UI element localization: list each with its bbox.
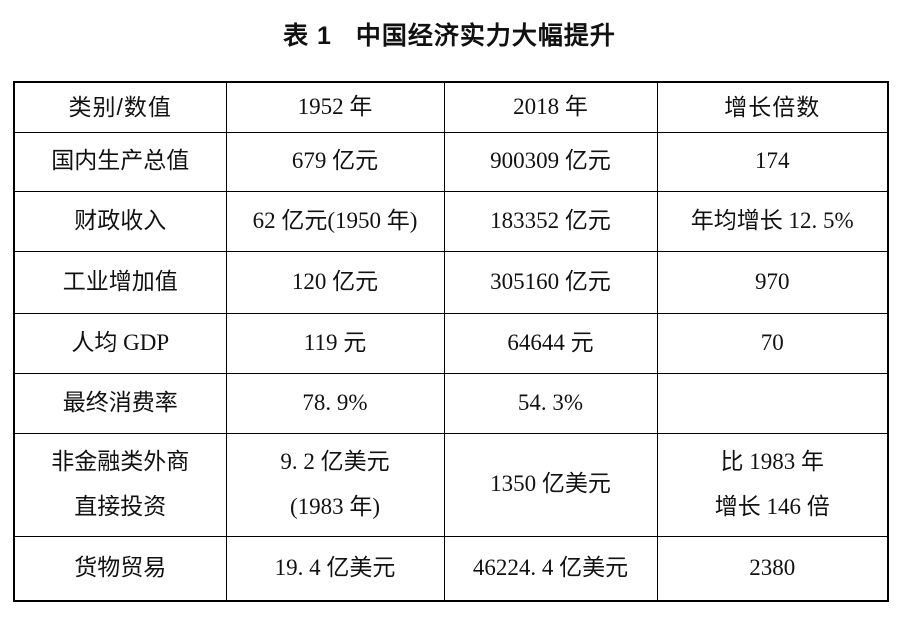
- cell-line: 19. 4 亿美元: [274, 554, 396, 580]
- cell-line: (1983 年): [289, 493, 381, 519]
- value-cell: 62 亿元(1950 年): [225, 190, 445, 252]
- table-title-text: 中国经济实力大幅提升: [355, 22, 616, 50]
- cell-line: 78. 9%: [302, 389, 368, 415]
- cell-line: 305160 亿元: [490, 268, 611, 294]
- value-cell: 比 1983 年增长 146 倍: [656, 432, 889, 537]
- cell-line: 比 1983 年: [720, 448, 825, 474]
- row-category-cell: 财政收入: [13, 190, 227, 252]
- header-year-1952: 1952 年: [225, 81, 445, 133]
- cell-line: 货物贸易: [74, 554, 167, 580]
- value-cell: 2380: [656, 535, 889, 602]
- table-row: 货物贸易 19. 4 亿美元 46224. 4 亿美元 2380: [13, 535, 889, 602]
- cell-line: 增长 146 倍: [714, 493, 830, 519]
- cell-line: 1350 亿美元: [490, 471, 611, 497]
- value-cell: 900309 亿元: [443, 131, 658, 192]
- cell-line: 120 亿元: [291, 268, 379, 294]
- cell-line: 46224. 4 亿美元: [472, 554, 629, 580]
- cell-line: 年均增长 12. 5%: [690, 207, 854, 233]
- value-cell: 54. 3%: [443, 372, 658, 434]
- value-cell: 年均增长 12. 5%: [656, 190, 889, 252]
- cell-line: 非金融类外商: [51, 448, 190, 474]
- table-row: 国内生产总值 679 亿元 900309 亿元 174: [13, 131, 889, 192]
- row-category-cell: 工业增加值: [13, 250, 227, 314]
- value-cell: 46224. 4 亿美元: [443, 535, 658, 602]
- cell-line: 2380: [749, 554, 796, 580]
- cell-line: 最终消费率: [62, 389, 178, 415]
- header-year-2018: 2018 年: [443, 81, 658, 133]
- cell-line: 70: [760, 329, 784, 355]
- cell-line: 工业增加值: [62, 268, 178, 294]
- row-category-cell: 最终消费率: [13, 372, 227, 434]
- value-cell: 1350 亿美元: [443, 432, 658, 537]
- row-category-cell: 非金融类外商 直接投资: [13, 432, 227, 537]
- value-cell: 9. 2 亿美元 (1983 年): [225, 432, 445, 537]
- row-category-cell: 人均 GDP: [13, 312, 227, 374]
- cell-line: 679 亿元: [291, 148, 379, 174]
- value-cell: 64644 元: [443, 312, 658, 374]
- value-cell: 183352 亿元: [443, 190, 658, 252]
- header-row: 类别/数值 1952 年 2018 年 增长倍数: [13, 81, 889, 133]
- value-cell: 174: [656, 131, 889, 192]
- value-cell: 19. 4 亿美元: [225, 535, 445, 602]
- cell-line: 直接投资: [74, 493, 167, 519]
- header-category: 类别/数值: [13, 81, 227, 133]
- cell-line: 9. 2 亿美元: [280, 448, 390, 474]
- cell-line: 62 亿元(1950 年): [252, 207, 418, 233]
- table-row: 工业增加值 120 亿元 305160 亿元 970: [13, 250, 889, 314]
- value-cell: 305160 亿元: [443, 250, 658, 314]
- header-growth-multiple: 增长倍数: [656, 81, 889, 133]
- table-row: 财政收入 62 亿元(1950 年) 183352 亿元 年均增长 12. 5%: [13, 190, 889, 252]
- cell-line: 183352 亿元: [490, 207, 611, 233]
- cell-line: 174: [755, 148, 790, 174]
- table-row: 人均 GDP 119 元 64644 元 70: [13, 312, 889, 374]
- cell-line: 人均 GDP: [71, 329, 170, 355]
- value-cell: 120 亿元: [225, 250, 445, 314]
- cell-line: 119 元: [303, 329, 367, 355]
- value-cell: 70: [656, 312, 889, 374]
- value-cell: 679 亿元: [225, 131, 445, 192]
- cell-line: 财政收入: [74, 207, 167, 233]
- cell-line: 900309 亿元: [490, 148, 611, 174]
- cell-line: 970: [755, 268, 790, 294]
- table-row: 非金融类外商 直接投资 9. 2 亿美元 (1983 年) 1350 亿美元 比 1983…: [13, 432, 889, 537]
- value-cell: [656, 372, 889, 434]
- value-cell: 78. 9%: [225, 372, 445, 434]
- economy-table: 类别/数值 1952 年 2018 年 增长倍数 国内生产总值 679 亿元 900…: [13, 81, 889, 602]
- row-category-cell: 货物贸易: [13, 535, 227, 602]
- cell-line: 54. 3%: [517, 389, 584, 415]
- table-row: 最终消费率 78. 9% 54. 3%: [13, 372, 889, 434]
- row-category-cell: 国内生产总值: [13, 131, 227, 192]
- table-title-label: 表 1: [283, 22, 332, 50]
- cell-line: 64644 元: [507, 329, 594, 355]
- value-cell: 119 元: [225, 312, 445, 374]
- table-title: 表 1 中国经济实力大幅提升: [0, 16, 899, 52]
- value-cell: 970: [656, 250, 889, 314]
- cell-line: 国内生产总值: [51, 148, 190, 174]
